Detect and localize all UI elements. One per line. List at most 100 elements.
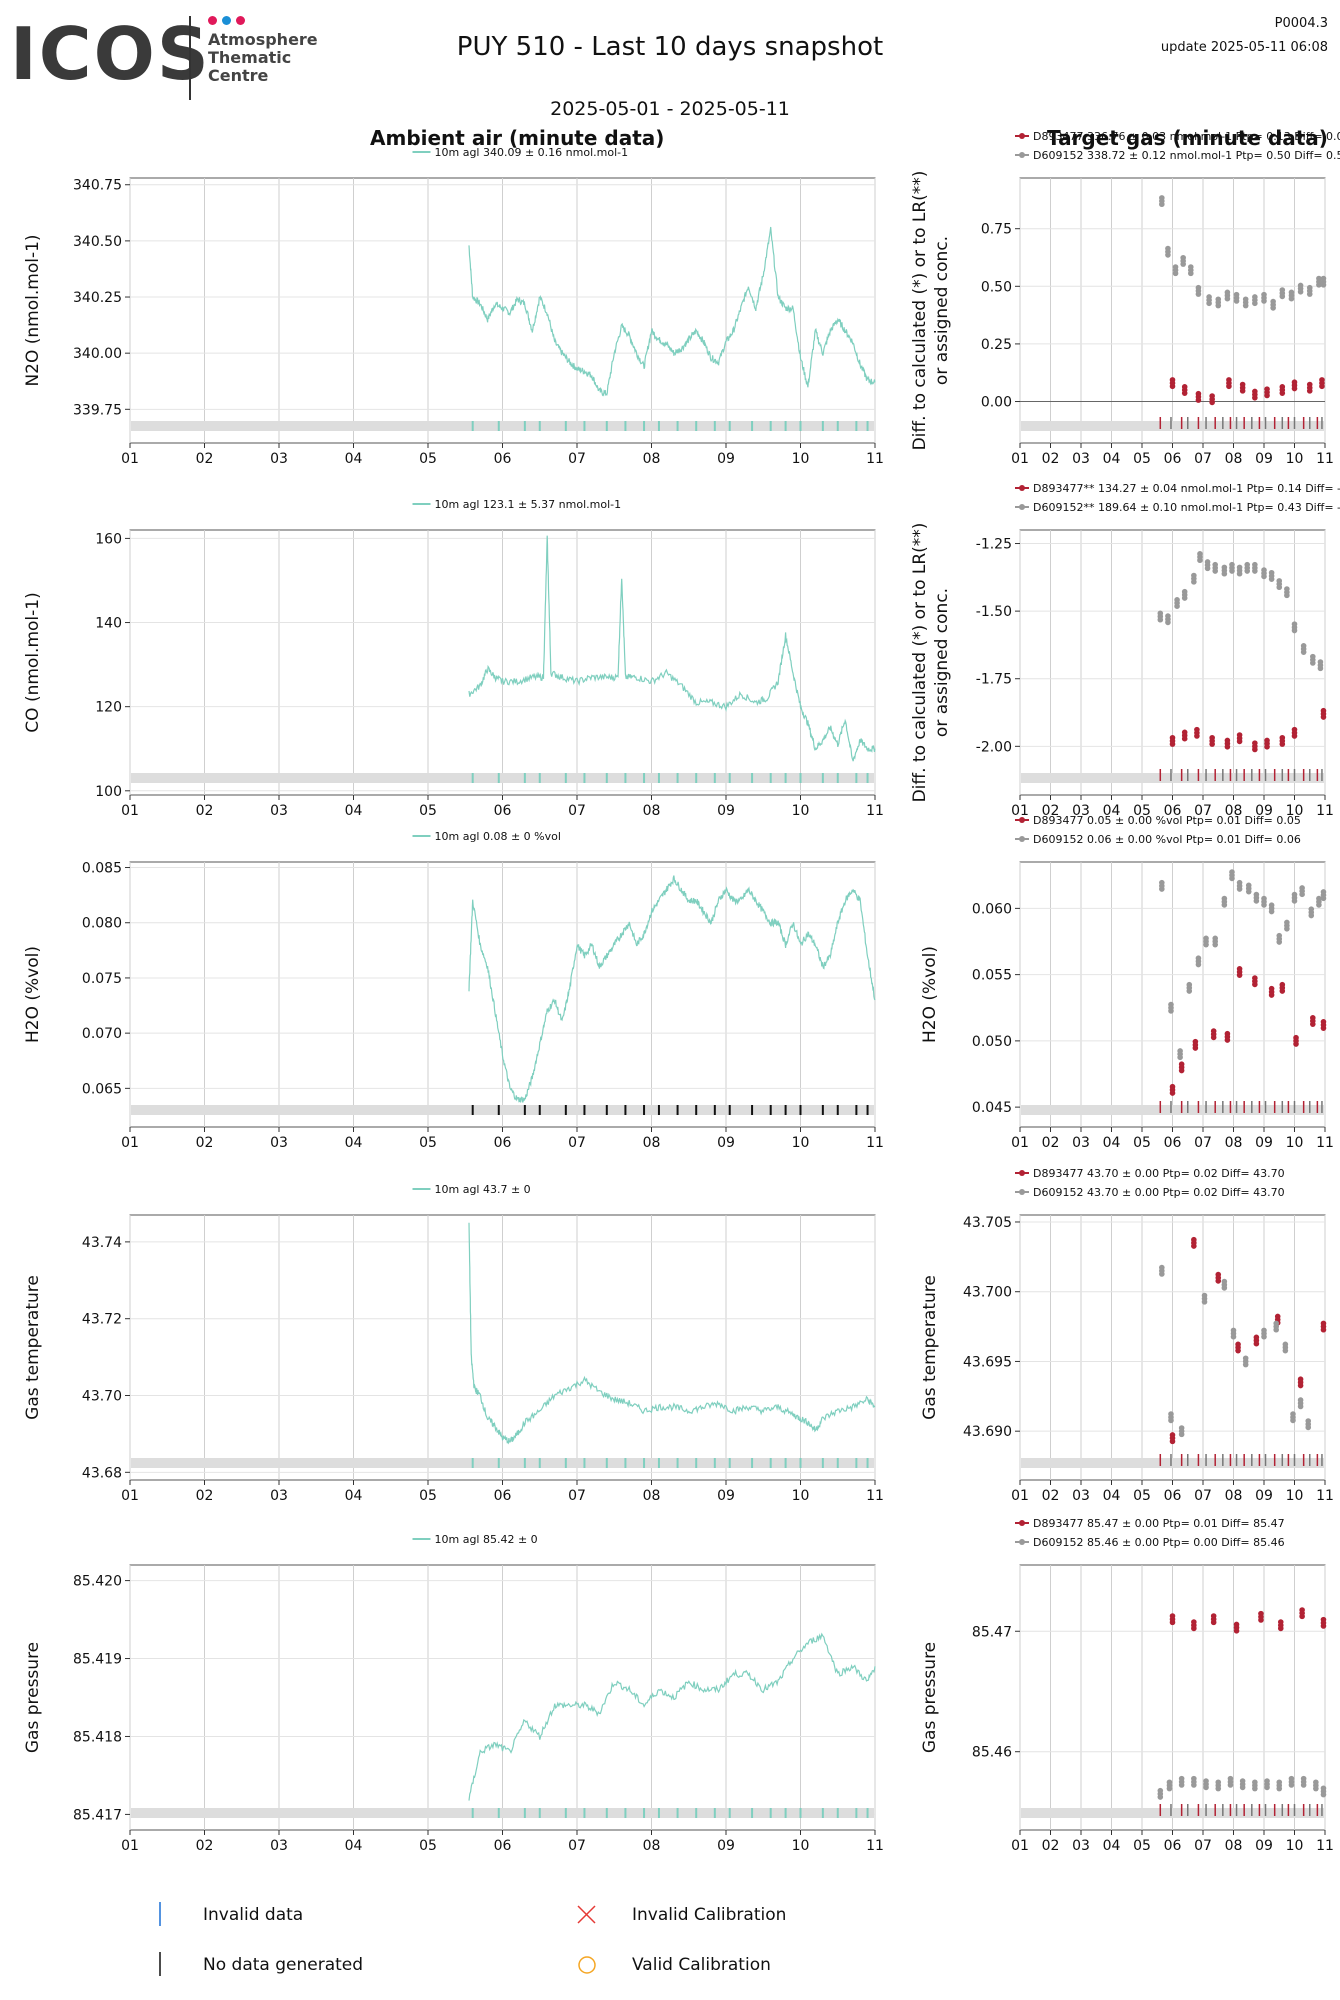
- data-point: [1316, 895, 1322, 902]
- x-tick-label: 11: [866, 1488, 884, 1504]
- data-point: [1168, 1411, 1174, 1417]
- data-point: [1215, 1271, 1222, 1278]
- data-point: [1191, 572, 1197, 579]
- data-point: [1169, 1083, 1176, 1090]
- legend-marker: [1019, 1520, 1025, 1526]
- x-tick-label: 08: [1225, 1488, 1243, 1504]
- y-axis-label: or assigned conc.: [932, 236, 952, 385]
- flag-band: [131, 1458, 874, 1468]
- x-tick-label: 05: [419, 1488, 437, 1504]
- x-tick-label: 01: [1011, 1488, 1029, 1504]
- x-tick-label: 06: [494, 1838, 512, 1854]
- x-tick-label: 02: [196, 451, 214, 467]
- x-tick-label: 11: [866, 1135, 884, 1151]
- x-tick-label: 07: [568, 1838, 586, 1854]
- ambient-line: [468, 226, 876, 397]
- x-tick-label: 05: [1133, 1135, 1151, 1151]
- data-point: [1291, 379, 1298, 386]
- series-legend: D609152 43.70 ± 0.00 Ptp= 0.02 Diff= 43.…: [1033, 1186, 1285, 1199]
- icos-logo: ICOS: [10, 12, 211, 96]
- flag-band: [1021, 1105, 1324, 1115]
- x-tick-label: 04: [1103, 1488, 1121, 1504]
- legend-valid-calibration: Valid Calibration: [632, 1955, 771, 1975]
- data-point: [1233, 291, 1240, 298]
- x-tick-label: 10: [1286, 1488, 1304, 1504]
- x-tick-label: 05: [1133, 1488, 1151, 1504]
- data-point: [1236, 879, 1243, 886]
- x-tick-label: 05: [419, 803, 437, 819]
- update-timestamp: update 2025-05-11 06:08: [1160, 40, 1328, 55]
- series-legend: D893477 336.76 ± 0.03 nmol.mol-1 Ptp= 0.…: [1033, 130, 1340, 143]
- data-point: [1258, 1610, 1264, 1617]
- y-tick-label: 85.420: [73, 1574, 122, 1590]
- data-point: [1178, 1775, 1185, 1782]
- no-data-marker: [159, 1952, 161, 1976]
- data-point: [1224, 289, 1231, 296]
- data-point: [1157, 1787, 1164, 1794]
- data-point: [1320, 1785, 1327, 1792]
- x-tick-label: 04: [345, 451, 363, 467]
- data-point: [1174, 597, 1180, 603]
- x-tick-label: 04: [345, 803, 363, 819]
- target-panel-1: [1015, 485, 1327, 800]
- data-point: [1180, 254, 1186, 261]
- y-tick-label: 43.68: [82, 1465, 122, 1481]
- x-tick-label: 11: [1316, 803, 1334, 819]
- legend-marker: [1019, 152, 1025, 158]
- target-heading: Target gas (minute data): [1047, 126, 1328, 150]
- x-tick-label: 07: [1194, 803, 1212, 819]
- x-tick-label: 03: [1072, 1838, 1090, 1854]
- y-tick-label: 340.50: [73, 234, 122, 250]
- y-tick-label: 160: [95, 531, 122, 547]
- x-tick-label: 09: [1255, 803, 1273, 819]
- data-point: [1284, 586, 1290, 592]
- x-tick-label: 06: [494, 451, 512, 467]
- y-tick-label: 85.417: [73, 1807, 122, 1823]
- data-point: [1268, 985, 1275, 992]
- data-point: [1203, 1778, 1209, 1784]
- x-tick-label: 02: [1042, 451, 1060, 467]
- data-point: [1197, 551, 1203, 557]
- data-point: [1264, 1778, 1270, 1784]
- y-tick-label: 0.25: [981, 337, 1012, 353]
- x-tick-label: 09: [1255, 451, 1273, 467]
- legend-marker: [1019, 1170, 1025, 1176]
- x-tick-label: 11: [866, 1838, 884, 1854]
- ambient-panel-0: [125, 151, 876, 448]
- data-point: [1253, 1334, 1260, 1341]
- data-point: [1264, 386, 1270, 392]
- data-point: [1209, 734, 1215, 741]
- data-point: [1252, 561, 1258, 568]
- y-tick-label: 85.419: [73, 1652, 122, 1668]
- x-tick-label: 09: [717, 1135, 735, 1151]
- legend-no-data: No data generated: [203, 1955, 364, 1975]
- date-range: 2025-05-01 - 2025-05-11: [550, 98, 790, 120]
- flag-band: [1021, 1808, 1324, 1818]
- x-tick-label: 10: [792, 1838, 810, 1854]
- series-legend: 10m agl 43.7 ± 0: [435, 1183, 531, 1196]
- y-axis-label: Diff. to calculated (*) or to LR(**): [910, 523, 930, 803]
- series-legend: 10m agl 85.42 ± 0: [435, 1533, 538, 1546]
- data-point: [1210, 1028, 1217, 1034]
- data-point: [1169, 377, 1176, 383]
- x-tick-label: 09: [717, 1488, 735, 1504]
- ambient-heading: Ambient air (minute data): [370, 126, 665, 150]
- x-tick-label: 10: [792, 1135, 810, 1151]
- data-point: [1172, 264, 1179, 270]
- data-point: [1306, 284, 1313, 291]
- data-point: [1191, 1775, 1197, 1782]
- x-tick-label: 03: [270, 451, 288, 467]
- data-point: [1288, 1775, 1295, 1782]
- data-point: [1297, 282, 1304, 289]
- y-tick-label: 85.418: [73, 1729, 122, 1745]
- data-point: [1277, 1619, 1284, 1625]
- data-point: [1233, 1621, 1240, 1628]
- data-point: [1159, 879, 1165, 886]
- x-tick-label: 02: [196, 1135, 214, 1151]
- data-point: [1274, 1313, 1281, 1320]
- logo-dot-blue: [222, 16, 231, 25]
- y-tick-label: 0.00: [981, 395, 1012, 411]
- data-point: [1168, 1001, 1174, 1008]
- x-tick-label: 06: [494, 803, 512, 819]
- x-tick-label: 09: [1255, 1135, 1273, 1151]
